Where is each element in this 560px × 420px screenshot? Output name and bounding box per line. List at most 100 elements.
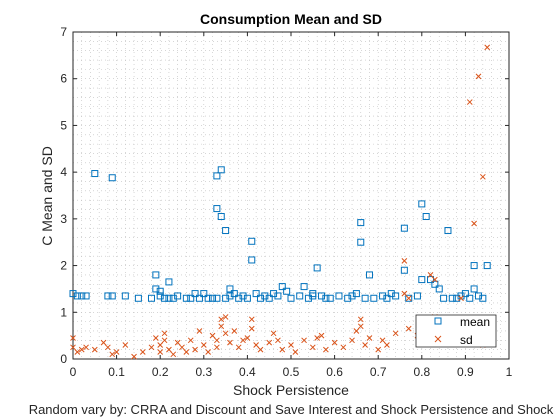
- mean-point: [418, 200, 426, 208]
- y-tick-label: 1: [60, 305, 67, 319]
- mean-point: [418, 276, 426, 284]
- mean-point: [357, 238, 365, 246]
- sd-point: [196, 328, 203, 334]
- sd-point: [227, 339, 233, 346]
- sd-point: [266, 339, 273, 346]
- sd-point: [270, 330, 277, 337]
- legend: mean sd: [415, 314, 497, 348]
- sd-point: [353, 328, 360, 334]
- sd-point: [222, 314, 229, 320]
- mean-point: [435, 285, 443, 293]
- sd-point: [292, 349, 299, 355]
- sd-point: [379, 337, 386, 344]
- mean-point: [361, 294, 369, 302]
- sd-point: [235, 344, 242, 351]
- x-axis-label: Shock Persistence: [233, 382, 349, 398]
- mean-point: [69, 290, 77, 298]
- sd-point: [314, 335, 321, 341]
- mean-point: [213, 172, 221, 180]
- sd-point: [70, 335, 76, 341]
- mean-point: [182, 294, 190, 302]
- mean-point: [405, 294, 413, 302]
- sd-point: [222, 330, 229, 337]
- sd-point: [105, 344, 111, 351]
- sd-point: [475, 73, 482, 80]
- y-tick-label: 4: [60, 165, 67, 179]
- mean-point: [278, 283, 286, 291]
- sd-point: [479, 173, 486, 180]
- mean-point: [352, 290, 360, 298]
- mean-point: [235, 294, 243, 302]
- sd-point: [405, 325, 412, 332]
- sd-point: [148, 344, 155, 351]
- mean-point: [252, 290, 260, 298]
- sd-point: [432, 276, 438, 283]
- mean-point: [209, 294, 217, 302]
- mean-point: [357, 219, 365, 227]
- y-tick-label: 3: [60, 212, 67, 226]
- axis-ticks: 0 0.1 0.2 0.3 0.4 0.5 0.6 0.7 0.8 0.9 1 0 1 2 3 4 5 6 7: [60, 25, 512, 379]
- mean-point: [379, 292, 387, 300]
- legend-label-sd: sd: [460, 333, 473, 347]
- x-tick-label: 0.2: [152, 365, 169, 379]
- sd-point: [209, 332, 216, 339]
- mean-point: [413, 292, 421, 300]
- mean-point: [287, 294, 295, 302]
- sd-point: [458, 295, 464, 302]
- chart-subtitle: Random vary by: CRRA and Discount and Sa…: [29, 402, 554, 417]
- sd-point: [70, 344, 76, 351]
- x-tick-label: 0.8: [413, 365, 430, 379]
- sd-point: [200, 342, 207, 348]
- sd-point: [179, 344, 185, 351]
- sd-point: [349, 337, 355, 344]
- mean-point: [466, 294, 474, 302]
- mean-point: [344, 294, 352, 302]
- sd-point: [183, 349, 190, 355]
- mean-point: [91, 170, 99, 178]
- mean-point: [121, 292, 129, 300]
- mean-point: [217, 166, 225, 174]
- sd-point: [214, 337, 220, 344]
- mean-point: [265, 294, 273, 302]
- sd-point: [231, 328, 238, 334]
- sd-point: [331, 339, 338, 346]
- sd-point: [248, 325, 255, 332]
- mean-point: [270, 290, 278, 298]
- x-tick-label: 0.7: [370, 365, 387, 379]
- mean-point: [222, 294, 230, 302]
- sd-point: [466, 99, 473, 105]
- mean-point: [274, 292, 282, 300]
- x-tick-label: 0.1: [108, 365, 125, 379]
- mean-point: [453, 294, 461, 302]
- sd-point: [244, 335, 251, 341]
- mean-point: [313, 264, 321, 272]
- mean-point: [400, 224, 408, 232]
- sd-point: [401, 258, 408, 264]
- mean-point: [191, 290, 199, 298]
- sd-point: [131, 353, 137, 360]
- mean-point: [161, 294, 169, 302]
- mean-point: [156, 292, 164, 300]
- mean-point: [213, 294, 221, 302]
- sd-point: [357, 316, 364, 323]
- mean-point: [326, 294, 334, 302]
- mean-point: [248, 237, 256, 245]
- mean-point: [400, 266, 408, 274]
- mean-point: [365, 271, 373, 279]
- sd-point: [166, 346, 172, 353]
- mean-point: [187, 294, 195, 302]
- mean-point: [226, 285, 234, 293]
- mean-point: [335, 292, 343, 300]
- mean-point: [222, 227, 230, 235]
- mean-point: [474, 292, 482, 300]
- y-tick-label: 0: [60, 352, 67, 366]
- mean-point: [243, 294, 251, 302]
- sd-point: [78, 346, 85, 353]
- sd-point: [157, 349, 164, 355]
- mean-point: [204, 294, 212, 302]
- mean-point: [82, 292, 90, 300]
- mean-point: [370, 294, 378, 302]
- mean-point: [300, 283, 308, 291]
- x-tick-label: 0.4: [239, 365, 256, 379]
- mean-point: [239, 292, 247, 300]
